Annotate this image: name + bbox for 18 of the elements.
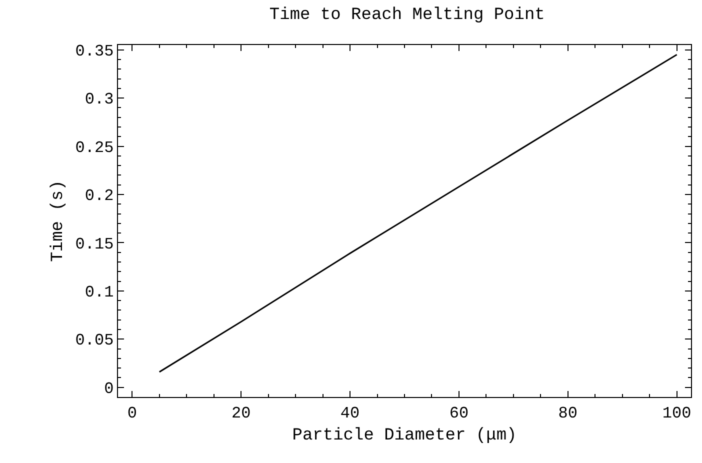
x-tick-label: 20 <box>232 404 251 422</box>
y-tick-label: 0.3 <box>84 90 114 109</box>
x-tick-label: 80 <box>558 404 578 422</box>
x-tick-label: 0 <box>127 404 137 422</box>
y-tick-label: 0.15 <box>75 235 114 254</box>
y-tick-label: 0.05 <box>75 332 114 350</box>
y-tick-label: 0.35 <box>75 42 114 60</box>
y-tick-label: 0.1 <box>84 284 114 302</box>
x-tick-label: 60 <box>449 404 469 422</box>
line-series <box>158 54 678 373</box>
x-axis-title: Particle Diameter (μm) <box>292 426 517 446</box>
y-tick-label: 0.2 <box>84 187 114 206</box>
chart-title: Time to Reach Melting Point <box>269 6 545 25</box>
x-tick-label: 100 <box>662 404 692 422</box>
x-tick-label: 40 <box>340 404 360 422</box>
y-tick-label: 0.25 <box>75 138 114 157</box>
y-tick-label: 0 <box>104 380 114 398</box>
y-axis-title: Time (s) <box>48 180 68 262</box>
